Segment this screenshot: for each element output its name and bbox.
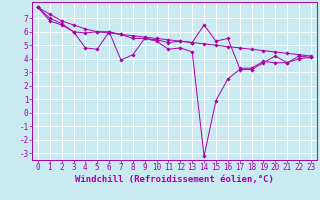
X-axis label: Windchill (Refroidissement éolien,°C): Windchill (Refroidissement éolien,°C) <box>75 175 274 184</box>
